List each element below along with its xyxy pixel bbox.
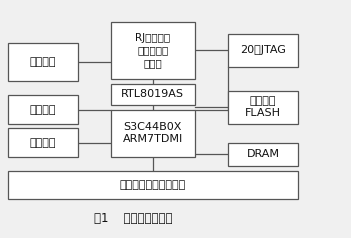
FancyBboxPatch shape (228, 91, 298, 124)
FancyBboxPatch shape (228, 143, 298, 166)
Text: S3C44B0X
ARM7TDMI: S3C44B0X ARM7TDMI (122, 122, 183, 144)
Text: DRAM: DRAM (246, 149, 279, 159)
FancyBboxPatch shape (8, 171, 298, 199)
FancyBboxPatch shape (8, 129, 78, 157)
Text: 有源晶振: 有源晶振 (29, 138, 56, 148)
Text: RJ以太网口
及网络隔离
变压器: RJ以太网口 及网络隔离 变压器 (135, 33, 170, 68)
Text: 20针JTAG: 20针JTAG (240, 45, 286, 55)
FancyBboxPatch shape (228, 34, 298, 67)
Text: RTL8019AS: RTL8019AS (121, 89, 184, 99)
Text: 图1    硬件板的原理图: 图1 硬件板的原理图 (94, 213, 173, 225)
FancyBboxPatch shape (8, 95, 78, 124)
Text: 电源部分: 电源部分 (29, 57, 56, 67)
Text: 程序存储
FLASH: 程序存储 FLASH (245, 96, 281, 118)
FancyBboxPatch shape (8, 43, 78, 81)
Text: 数字模拟信号输人输出: 数字模拟信号输人输出 (120, 180, 186, 190)
FancyBboxPatch shape (111, 84, 195, 105)
FancyBboxPatch shape (111, 109, 195, 157)
Text: 复位电路: 复位电路 (29, 104, 56, 114)
FancyBboxPatch shape (111, 22, 195, 79)
